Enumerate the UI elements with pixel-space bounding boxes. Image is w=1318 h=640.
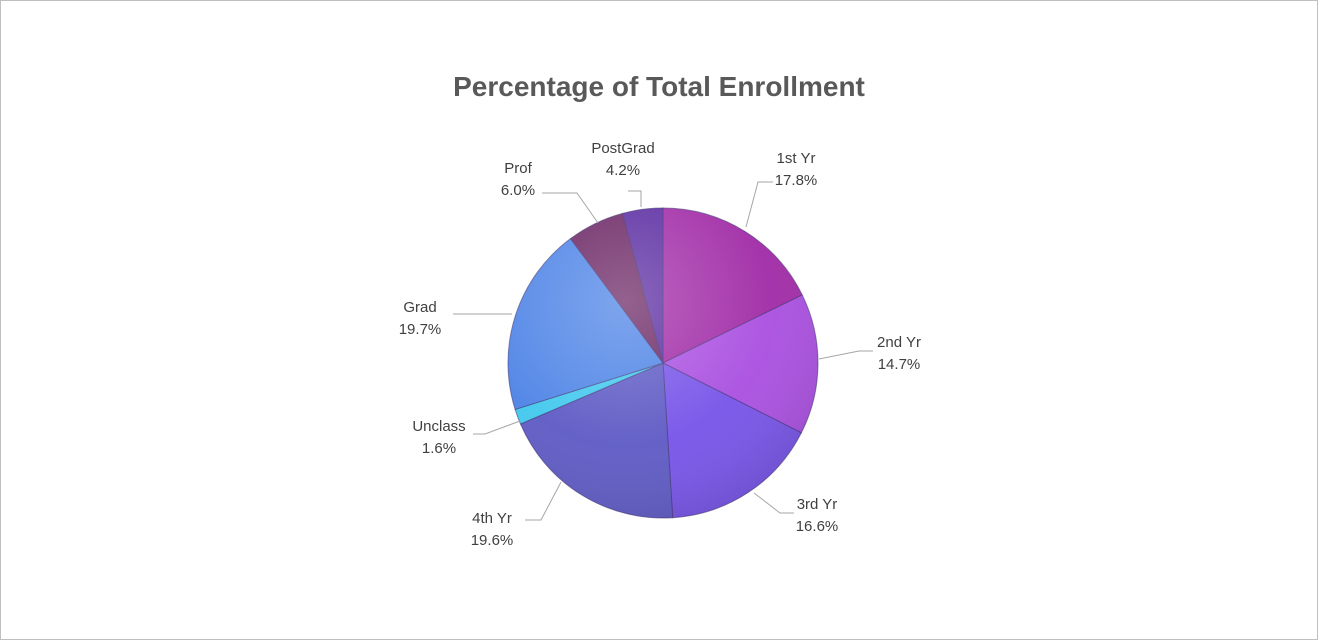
leader-line: [753, 492, 794, 514]
data-label-value: 19.7%: [399, 321, 442, 338]
leader-line: [745, 181, 773, 228]
leader-line: [525, 481, 562, 521]
data-label-value: 1.6%: [422, 440, 456, 457]
data-label-category: PostGrad: [591, 140, 654, 157]
data-label-category: Grad: [403, 299, 436, 316]
data-label-value: 4.2%: [606, 162, 640, 179]
data-label-value: 6.0%: [501, 182, 535, 199]
data-label-category: Unclass: [412, 418, 465, 435]
pie-slices: [507, 207, 819, 519]
data-label-category: 1st Yr: [777, 150, 816, 167]
data-label-category: Prof: [504, 160, 532, 177]
data-labels: 1st Yr 17.8% 2nd Yr 14.7% 3rd Yr 16.6% 4th Yr 1…: [399, 140, 921, 549]
data-label-category: 4th Yr: [472, 510, 512, 527]
data-label-category: 2nd Yr: [877, 334, 921, 351]
leader-line: [473, 420, 521, 435]
data-label-value: 16.6%: [796, 518, 839, 535]
leader-line: [818, 350, 873, 360]
leader-line: [542, 192, 599, 224]
data-label-value: 19.6%: [471, 532, 514, 549]
data-label-value: 14.7%: [878, 356, 921, 373]
chart-title: Percentage of Total Enrollment: [453, 71, 865, 102]
data-label-category: 3rd Yr: [797, 496, 838, 513]
data-label-value: 17.8%: [775, 172, 818, 189]
leader-lines: [453, 181, 873, 521]
leader-line: [628, 190, 642, 207]
